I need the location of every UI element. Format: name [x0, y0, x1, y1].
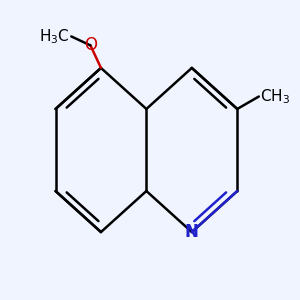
Text: CH$_3$: CH$_3$ [260, 87, 290, 106]
Text: H$_3$C: H$_3$C [39, 27, 70, 46]
Text: N: N [185, 223, 199, 241]
Text: O: O [84, 36, 97, 54]
